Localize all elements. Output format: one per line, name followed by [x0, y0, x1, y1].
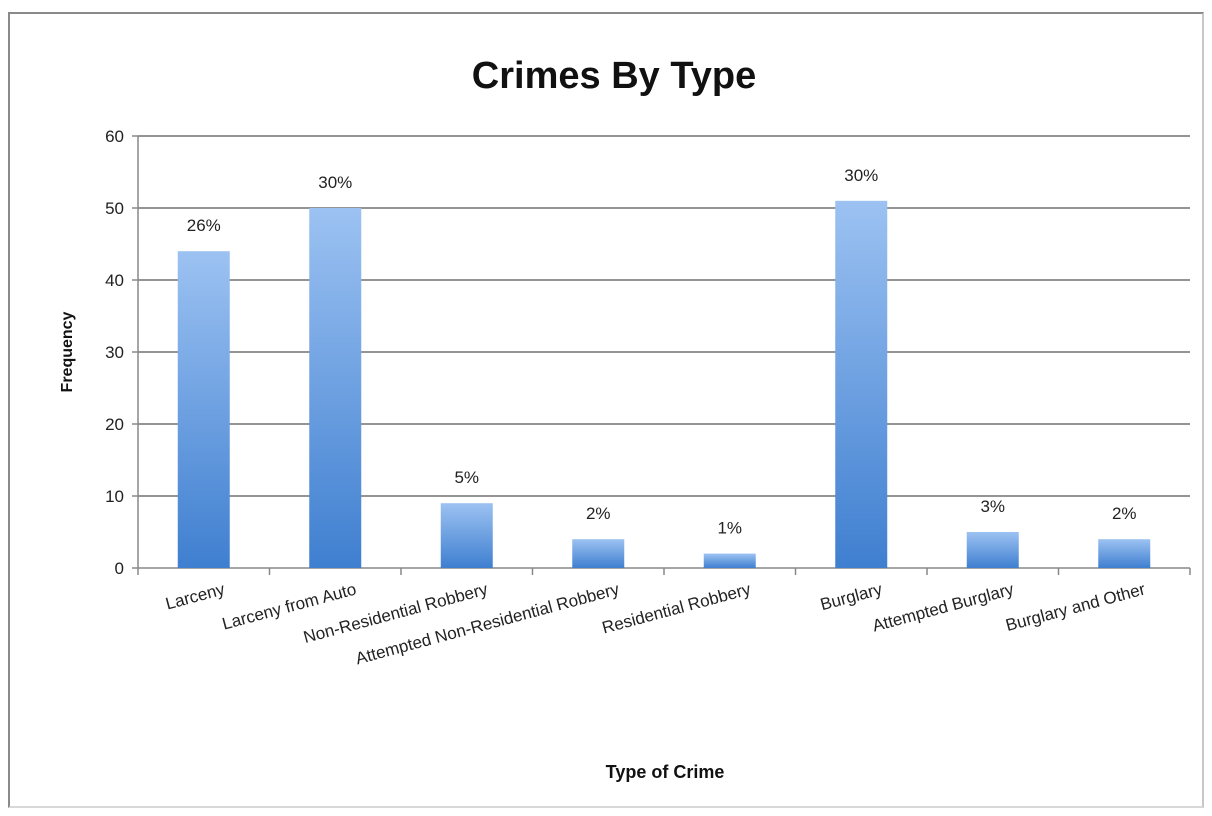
data-label: 5%: [454, 468, 479, 487]
bars: [177, 200, 1151, 569]
y-tick-label: 20: [105, 415, 124, 434]
data-labels: 26% 30% 5% 2% 1% 30% 3% 2%: [187, 166, 1137, 538]
data-label: 30%: [318, 173, 352, 192]
x-axis-label: Type of Crime: [606, 762, 725, 782]
data-label: 26%: [187, 216, 221, 235]
bar-burglary-and-other: [1098, 539, 1151, 568]
x-tick-label: Burglary and Other: [1004, 579, 1148, 635]
gridlines: [132, 135, 1191, 575]
data-label: 2%: [1112, 504, 1137, 523]
y-axis-label: Frequency: [59, 311, 76, 392]
y-tick-label: 60: [105, 127, 124, 146]
x-tick-label: Larceny: [163, 579, 227, 613]
x-tick-label: Residential Robbery: [600, 579, 753, 637]
y-tick-label: 50: [105, 199, 124, 218]
x-tick-label: Burglary: [818, 579, 885, 614]
data-label: 1%: [717, 519, 742, 538]
bar-larceny-from-auto: [309, 208, 362, 568]
bar-non-residential-robbery: [440, 503, 493, 568]
chart-title: Crimes By Type: [472, 55, 756, 97]
y-tick-label: 10: [105, 487, 124, 506]
data-label: 3%: [980, 497, 1005, 516]
data-label: 2%: [586, 504, 611, 523]
y-tick-label: 30: [105, 343, 124, 362]
bar-attempted-non-residential-robbery: [572, 539, 625, 568]
bar-attempted-burglary: [966, 532, 1019, 568]
bar-larceny: [177, 251, 230, 568]
data-label: 30%: [844, 166, 878, 185]
y-tick-label: 0: [115, 559, 124, 578]
x-tick-label: Attempted Burglary: [870, 579, 1016, 635]
bar-burglary: [835, 200, 888, 569]
bar-residential-robbery: [703, 553, 756, 568]
y-tick-label: 40: [105, 271, 124, 290]
